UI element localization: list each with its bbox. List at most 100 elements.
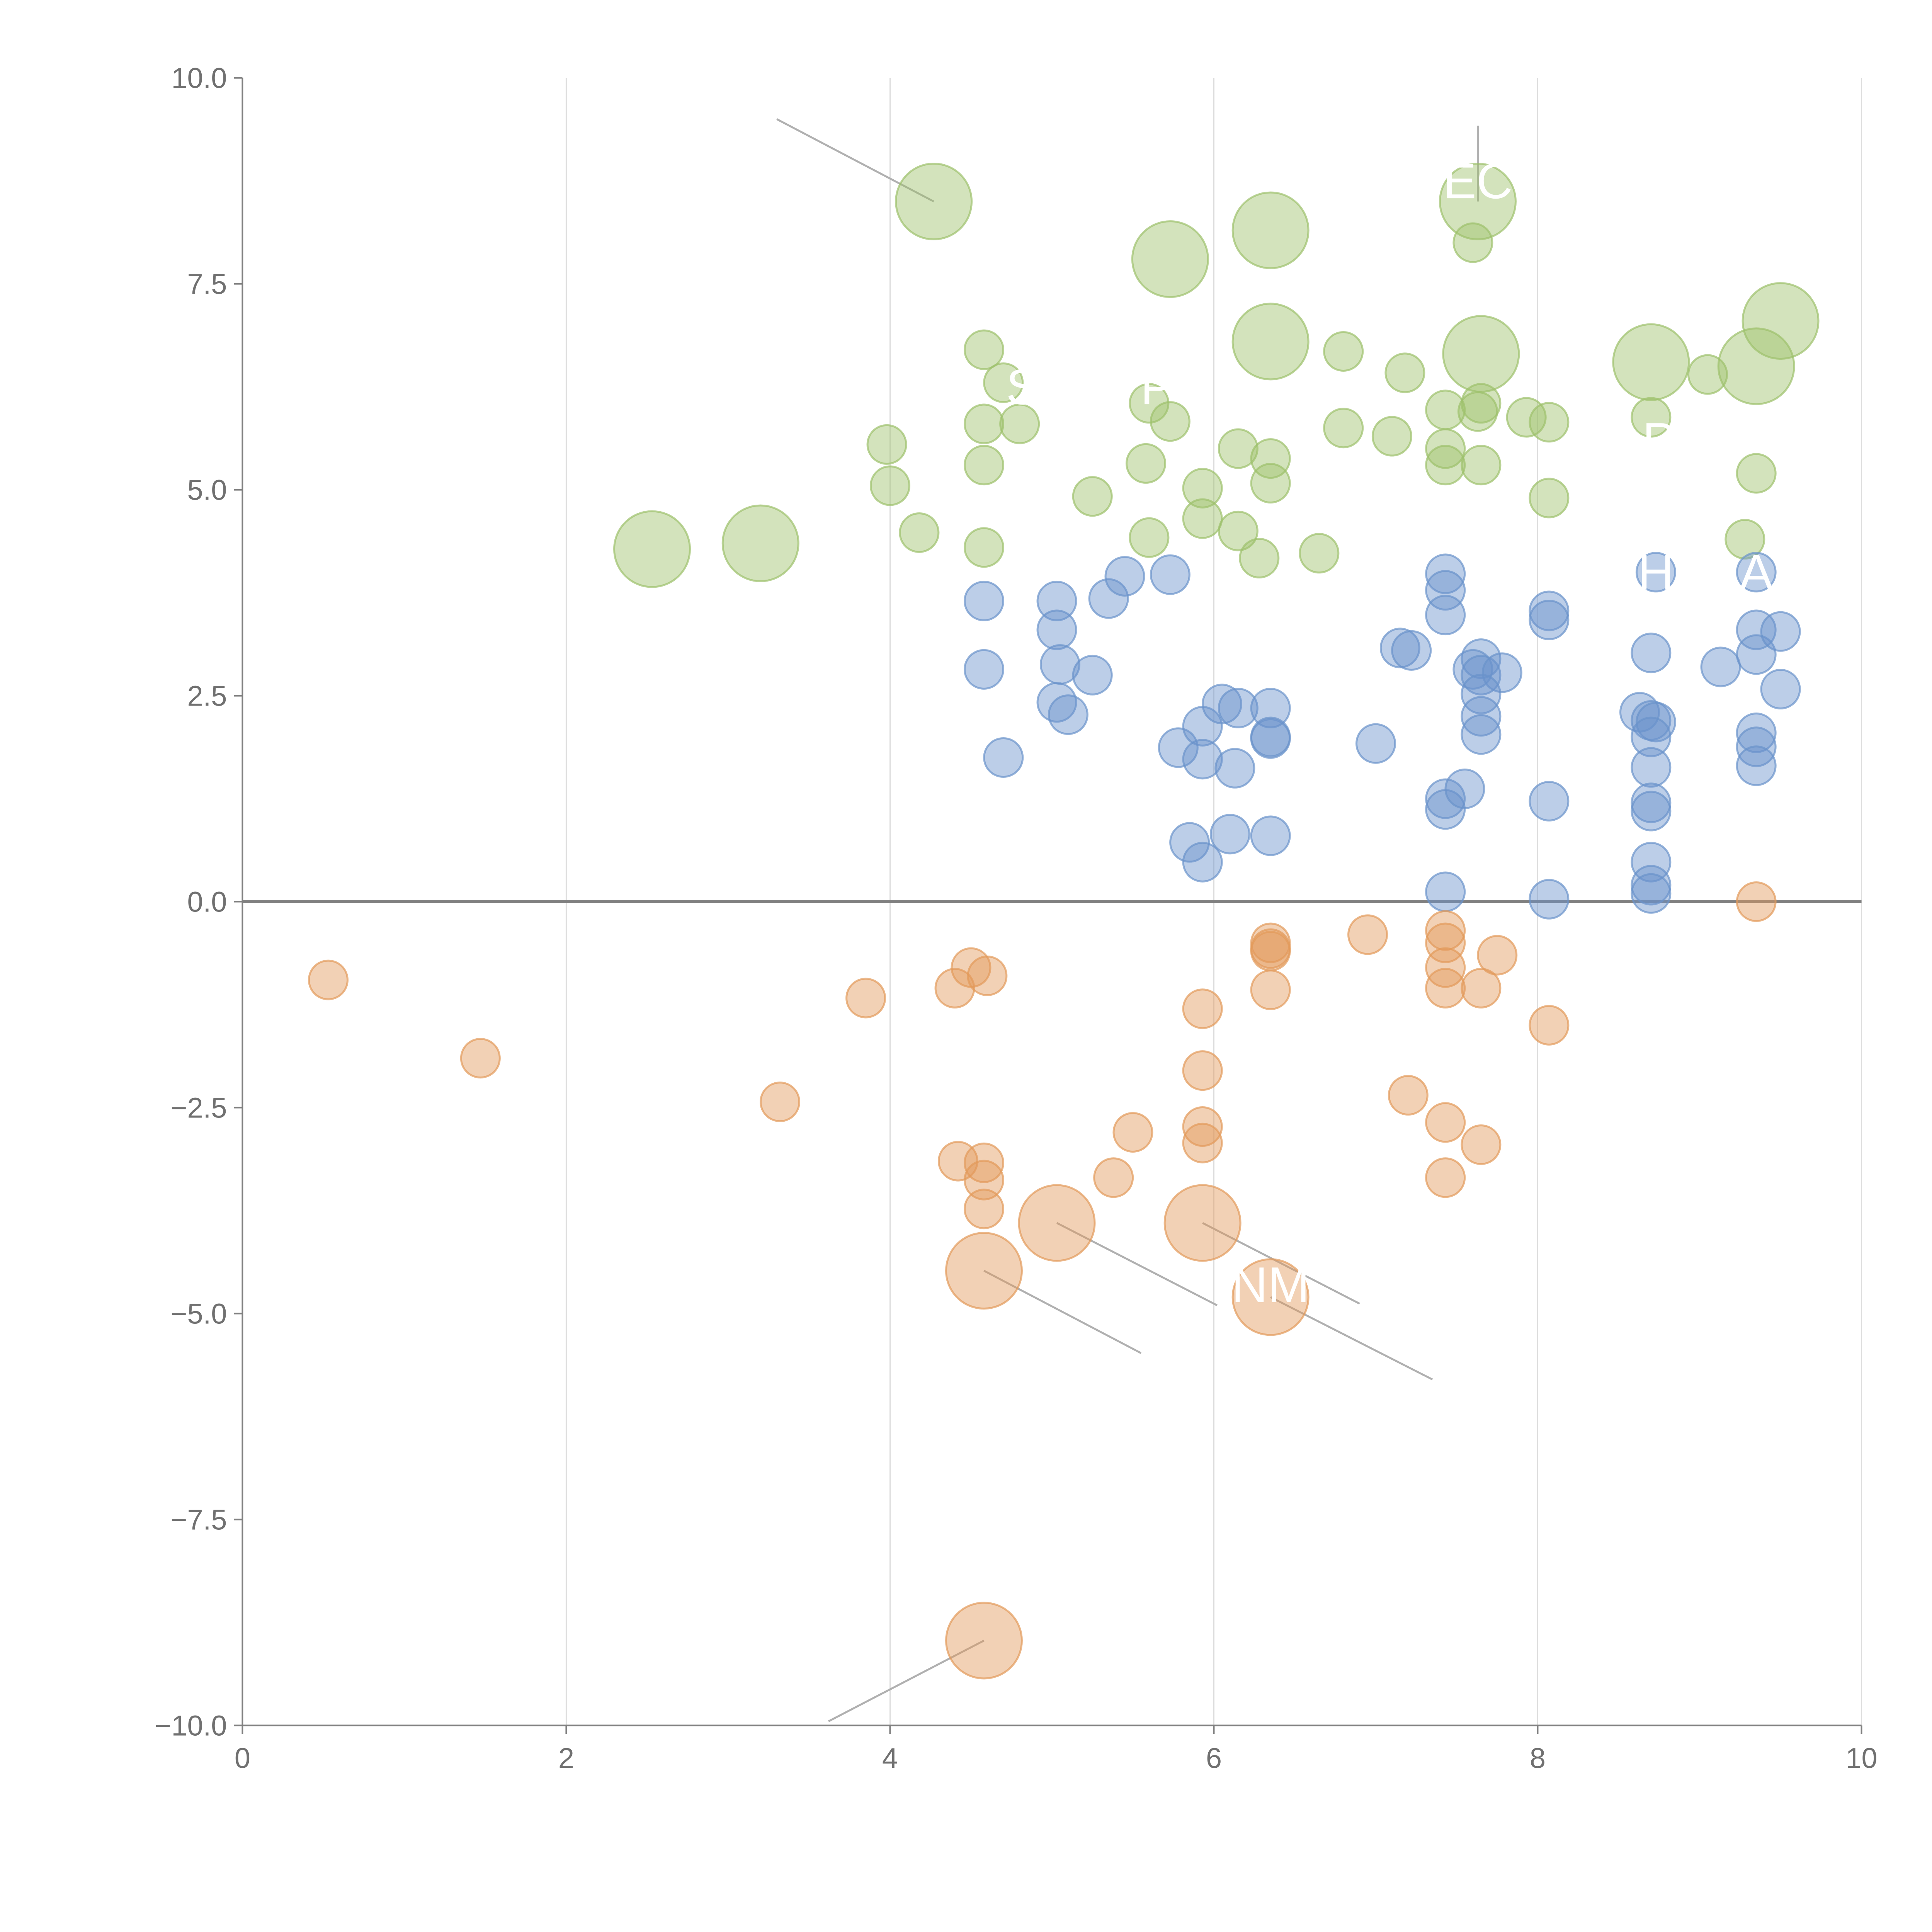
- green-bubble: [963, 329, 1004, 370]
- blue-bubble: [963, 580, 1004, 621]
- bubble-label: H: [1638, 544, 1674, 600]
- y-tick-label: 10.0: [171, 62, 227, 94]
- leader-line: [983, 1270, 1142, 1354]
- leader-line: [1202, 1222, 1360, 1305]
- green-bubble: [1218, 510, 1259, 551]
- blue-bubble: [1736, 552, 1777, 593]
- orange-bubble: [1425, 922, 1466, 963]
- blue-bubble: [1631, 716, 1672, 757]
- orange-bubble: [1425, 1102, 1466, 1143]
- orange-bubble: [460, 1038, 501, 1079]
- blue-bubble: [1461, 638, 1502, 679]
- bubbles: [308, 162, 1820, 1680]
- green-bubble: [895, 162, 973, 240]
- green-bubble: [1125, 443, 1166, 484]
- green-bubble: [1442, 315, 1520, 393]
- green-bubble: [1218, 428, 1259, 469]
- blue-bubble: [1425, 570, 1466, 611]
- bubble-label: P: [1642, 412, 1676, 469]
- blue-bubble: [1036, 580, 1077, 621]
- green-bubble: [1150, 401, 1190, 442]
- orange-bubble: [1182, 1106, 1223, 1147]
- blue-bubble: [1529, 590, 1570, 631]
- green-bubble: [1529, 402, 1570, 443]
- blue-bubble: [1425, 871, 1466, 912]
- x-tick-label: 0: [235, 1742, 250, 1774]
- y-tick-label: −7.5: [170, 1503, 227, 1536]
- blue-bubble: [1736, 713, 1777, 753]
- x-tick-label: 8: [1530, 1742, 1546, 1774]
- blue-bubble: [1631, 782, 1672, 823]
- orange-bubble: [1250, 930, 1291, 971]
- green-bubble: [1736, 453, 1777, 494]
- green-bubble: [899, 512, 940, 553]
- green-bubble: [1323, 408, 1364, 449]
- blue-bubble: [1631, 791, 1672, 832]
- blue-bubble: [1182, 842, 1223, 883]
- orange-bubble: [1388, 1075, 1429, 1116]
- orange-bubble: [308, 959, 349, 1000]
- green-bubble: [1129, 383, 1170, 424]
- orange-bubble: [1347, 914, 1388, 955]
- green-bubble: [1717, 327, 1795, 405]
- y-tick-label: −2.5: [170, 1092, 227, 1124]
- y-tick-label: 7.5: [187, 268, 227, 300]
- blue-bubble: [1218, 688, 1259, 729]
- blue-bubble: [1214, 748, 1255, 789]
- green-bubble: [1461, 445, 1502, 486]
- blue-bubble: [1529, 781, 1570, 821]
- blue-bubble: [1250, 815, 1291, 856]
- blue-bubble: [1072, 655, 1113, 696]
- leader-line: [1056, 1222, 1218, 1306]
- blue-bubble: [1048, 694, 1088, 735]
- orange-bubble: [845, 978, 886, 1019]
- green-bubble: [1687, 354, 1728, 395]
- green-bubble: [1250, 463, 1291, 504]
- blue-bubble: [1529, 879, 1570, 920]
- blue-bubble: [1425, 778, 1466, 819]
- green-bubble: [1725, 519, 1765, 560]
- blue-bubble: [1760, 669, 1801, 710]
- green-bubble: [1323, 331, 1364, 372]
- green-bubble: [1129, 517, 1170, 558]
- green-bubble: [1631, 397, 1672, 438]
- orange-bubble: [967, 955, 1008, 996]
- orange-bubble: [1529, 1005, 1570, 1046]
- x-tick-label: 6: [1206, 1742, 1222, 1774]
- blue-bubble: [1461, 673, 1502, 714]
- green-bubble: [1384, 352, 1425, 393]
- green-bubble: [869, 465, 910, 506]
- orange-bubble: [1182, 1050, 1223, 1091]
- tick-labels: 0 2 4 6 8 10 10.0 7.5 5.0 2.5 0.0 −2.5 −5.0 −7.5 −10.0: [155, 62, 1878, 1774]
- green-bubble: [1439, 162, 1517, 240]
- green-bubble: [963, 403, 1004, 444]
- axes: [234, 77, 1862, 1734]
- green-bubble: [1182, 468, 1223, 509]
- bubble-label: P: [1140, 359, 1174, 415]
- bubble-label: EC: [1443, 153, 1513, 209]
- x-tick-label: 2: [558, 1742, 574, 1774]
- leader-line: [776, 118, 934, 202]
- blue-bubble: [1104, 556, 1145, 597]
- orange-bubble: [963, 1160, 1004, 1201]
- green-bubble: [866, 424, 907, 465]
- blue-bubble: [983, 737, 1024, 778]
- y-tick-label: −5.0: [170, 1298, 227, 1330]
- orange-bubble: [1736, 881, 1777, 922]
- green-bubble: [1529, 478, 1570, 519]
- green-bubble: [1452, 222, 1493, 263]
- blue-bubble: [1635, 552, 1676, 593]
- bubble-label: S: [1006, 359, 1040, 415]
- green-bubble: [1239, 538, 1280, 579]
- orange-bubble: [1182, 1122, 1223, 1163]
- orange-bubble: [945, 1602, 1023, 1680]
- orange-bubble: [1425, 947, 1466, 988]
- blue-bubble: [1461, 714, 1502, 755]
- orange-bubble: [1163, 1184, 1242, 1262]
- orange-bubble: [1182, 988, 1223, 1029]
- blue-bubble: [1036, 682, 1077, 723]
- x-tick-label: 4: [882, 1742, 898, 1774]
- green-bubble: [1231, 191, 1310, 269]
- orange-bubble: [963, 1189, 1004, 1230]
- green-bubble: [1299, 533, 1340, 574]
